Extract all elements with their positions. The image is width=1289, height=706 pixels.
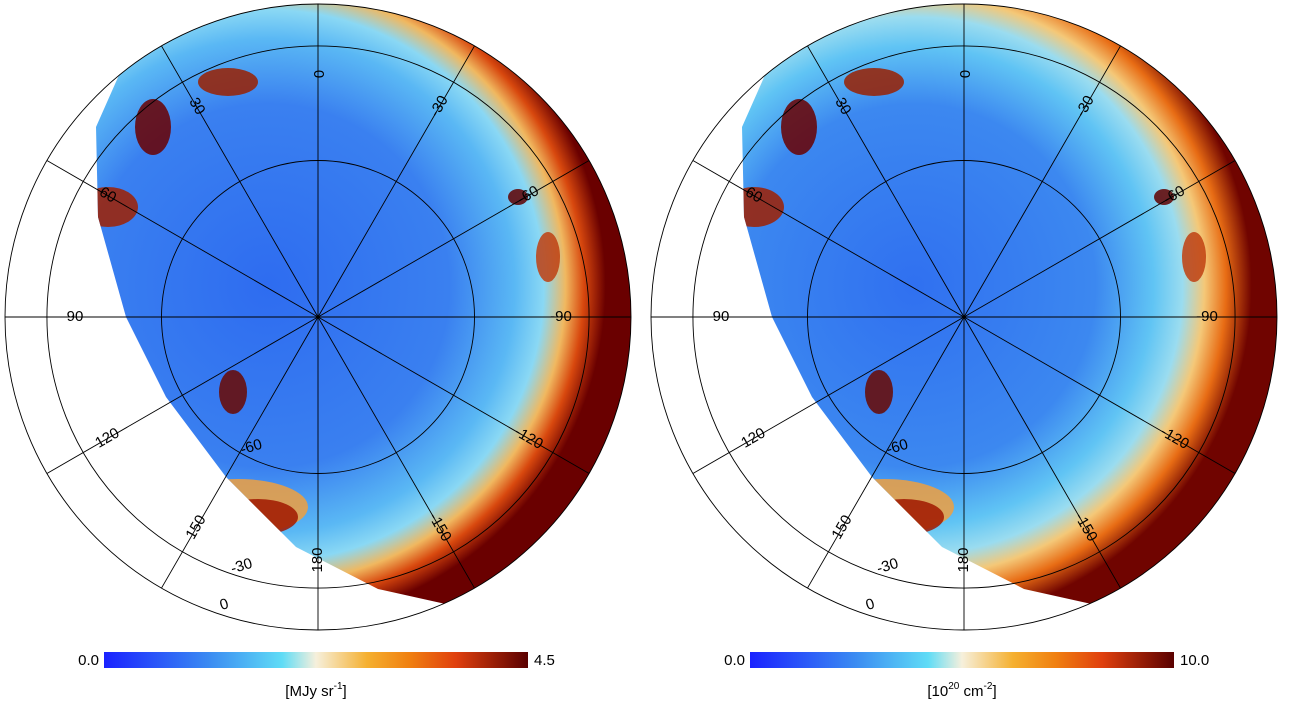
emission-cloud	[1182, 232, 1206, 282]
longitude-label: 180	[309, 547, 326, 572]
longitude-label: -90	[1196, 308, 1218, 325]
longitude-line	[317, 160, 590, 318]
longitude-line	[46, 160, 319, 318]
emission-cloud	[864, 499, 944, 535]
longitude-line	[692, 160, 965, 318]
longitude-line	[963, 316, 1236, 474]
longitude-line	[46, 316, 319, 474]
longitude-label: 60	[96, 184, 119, 207]
longitude-line	[161, 45, 319, 318]
emission-cloud	[865, 370, 893, 414]
latitude-label: -30	[875, 555, 901, 578]
emission-cloud	[198, 68, 258, 96]
unit-part: cm	[959, 683, 983, 700]
emission-cloud	[218, 499, 298, 535]
unit-part: ]	[992, 683, 996, 700]
longitude-label: 30	[185, 95, 208, 118]
longitude-label: 150	[828, 512, 855, 542]
colorbar-min: 0.0	[724, 652, 745, 669]
latitude-label: 0	[218, 595, 231, 614]
latitude-label: -60	[884, 436, 910, 459]
colorbar-min: 0.0	[78, 652, 99, 669]
emission-cloud	[96, 187, 138, 227]
longitude-label: 0	[310, 70, 327, 78]
longitude-label: 30	[831, 95, 854, 118]
longitude-line	[317, 45, 475, 318]
longitude-label: 60	[742, 184, 765, 207]
longitude-line	[963, 160, 1236, 318]
longitude-label: 120	[738, 424, 768, 451]
emission-cloud	[844, 68, 904, 96]
longitude-label: 90	[713, 308, 730, 325]
longitude-label: 120	[92, 424, 122, 451]
longitude-line	[317, 316, 475, 589]
longitude-label: 90	[67, 308, 84, 325]
colorbar-unit: [1020 cm-2]	[927, 681, 996, 700]
longitude-line	[692, 316, 965, 474]
colorbar	[104, 652, 528, 668]
latitude-label: 0	[864, 595, 877, 614]
emission-cloud	[742, 187, 784, 227]
emission-cloud	[536, 232, 560, 282]
emission-cloud	[781, 99, 817, 155]
latitude-label: -60	[238, 436, 264, 459]
unit-part: -1	[334, 681, 343, 692]
longitude-label: 180	[955, 547, 972, 572]
latitude-label: -30	[229, 555, 255, 578]
longitude-line	[161, 316, 319, 589]
colorbar	[750, 652, 1174, 668]
unit-part: ]	[343, 683, 347, 700]
unit-part: [10	[927, 683, 948, 700]
longitude-line	[963, 45, 1121, 318]
longitude-label: 150	[182, 512, 209, 542]
longitude-line	[807, 45, 965, 318]
longitude-line	[963, 316, 1121, 589]
colorbar-max: 10.0	[1180, 652, 1209, 669]
longitude-label: -90	[550, 308, 572, 325]
emission-cloud	[219, 370, 247, 414]
emission-cloud	[1154, 189, 1174, 205]
emission-cloud	[135, 99, 171, 155]
unit-part: [MJy sr	[285, 683, 333, 700]
colorbar-max: 4.5	[534, 652, 555, 669]
longitude-line	[807, 316, 965, 589]
longitude-label: 0	[956, 70, 973, 78]
colorbar-unit: [MJy sr-1]	[285, 681, 346, 700]
unit-part: -2	[984, 681, 993, 692]
longitude-line	[317, 316, 590, 474]
emission-cloud	[508, 189, 528, 205]
unit-part: 20	[948, 681, 960, 692]
